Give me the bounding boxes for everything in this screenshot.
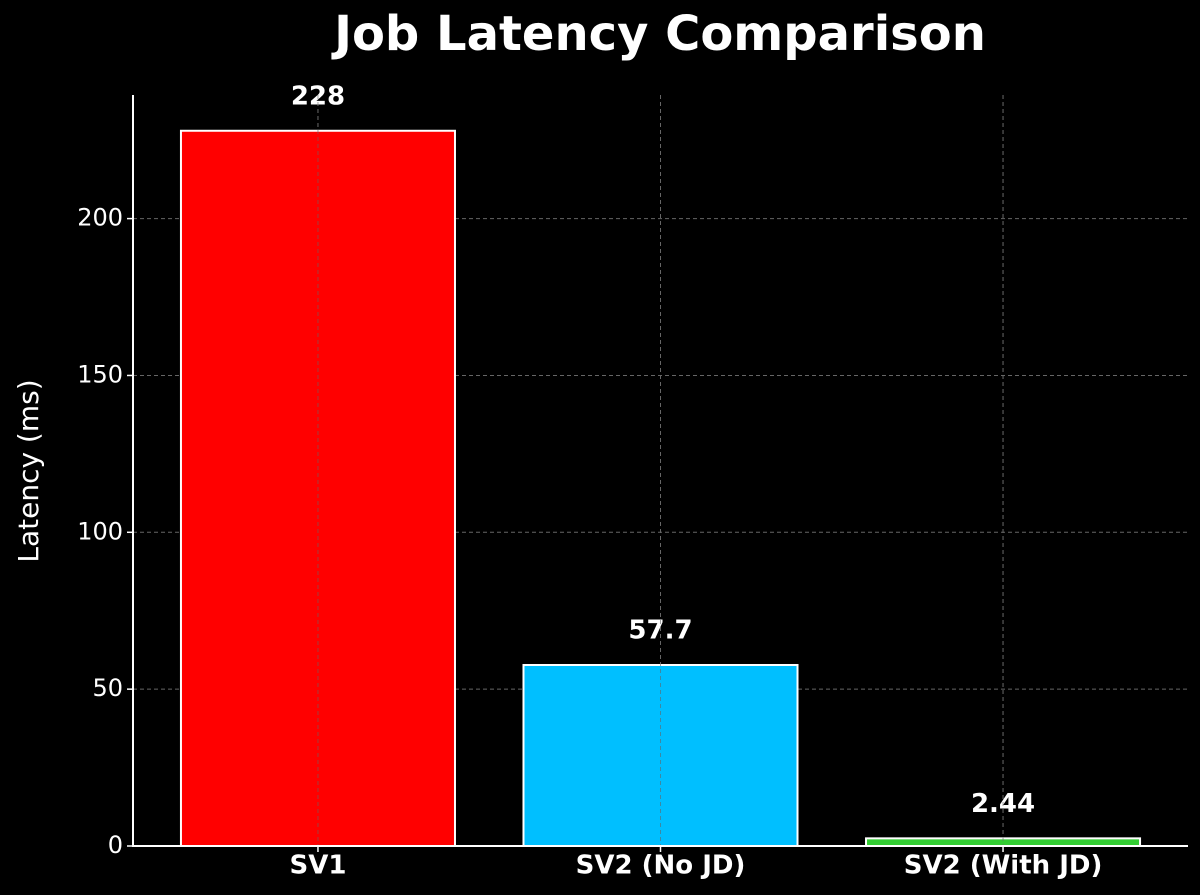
x-tick-label: SV2 (With JD) — [904, 851, 1103, 881]
x-tick-label: SV1 — [289, 851, 346, 881]
x-tick-label: SV2 (No JD) — [576, 851, 746, 881]
y-tick-label: 200 — [77, 204, 123, 232]
y-axis-label: Latency (ms) — [12, 379, 45, 562]
y-tick-label: 50 — [92, 674, 123, 702]
y-tick-label: 0 — [108, 831, 123, 859]
y-tick-label: 150 — [77, 360, 123, 388]
chart-title: Job Latency Comparison — [331, 6, 986, 62]
y-tick-label: 100 — [77, 517, 123, 545]
